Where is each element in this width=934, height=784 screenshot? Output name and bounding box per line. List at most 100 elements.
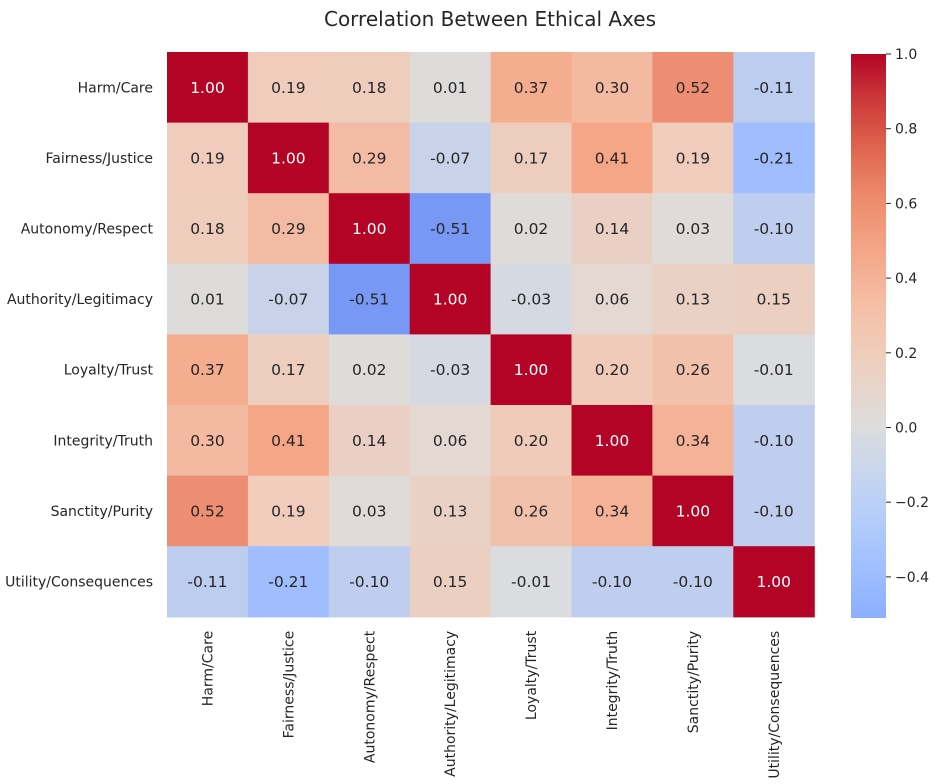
heatmap-cell xyxy=(490,546,573,618)
cell-value-label: 1.00 xyxy=(756,573,791,591)
colorbar: 1.0 0.8 0.6 0.4 0.2 0.0 −0.2 −0.4 xyxy=(851,47,929,618)
cell-value-label: 0.01 xyxy=(433,79,468,97)
row-tick-label: Loyalty/Trust xyxy=(64,363,154,379)
column-tick-label: Loyalty/Trust xyxy=(524,630,540,720)
heatmap-cell xyxy=(652,193,734,265)
cell-value-label: 0.19 xyxy=(271,502,306,520)
cell-value-label: 0.18 xyxy=(190,220,225,238)
row-tick-label: Fairness/Justice xyxy=(45,151,153,167)
heatmap-cell xyxy=(247,334,330,406)
cell-value-label: 0.01 xyxy=(190,291,225,309)
heatmap-cell xyxy=(328,405,411,477)
heatmap-cell xyxy=(571,405,653,477)
row-tick-label: Harm/Care xyxy=(78,80,153,96)
cell-value-label: 0.41 xyxy=(271,432,306,450)
heatmap-cell xyxy=(733,263,815,335)
heatmap-cells xyxy=(167,52,815,618)
heatmap-cell xyxy=(733,334,815,406)
cell-value-label: 0.17 xyxy=(271,361,306,379)
cell-value-label: -0.11 xyxy=(754,79,794,97)
cell-value-label: -0.51 xyxy=(349,291,389,309)
heatmap-cell xyxy=(652,263,734,335)
colorbar-tick-label: 0.2 xyxy=(895,346,917,362)
colorbar-tick-label: −0.4 xyxy=(895,570,929,586)
cell-value-label: 0.20 xyxy=(514,432,549,450)
heatmap-cell xyxy=(652,546,734,618)
column-labels: Harm/Care Fairness/Justice Autonomy/Respec… xyxy=(200,630,782,778)
cell-value-label: -0.21 xyxy=(754,149,794,167)
cell-value-label: 0.26 xyxy=(514,502,549,520)
cell-value-label: 0.34 xyxy=(595,502,630,520)
heatmap-cell xyxy=(328,546,411,618)
heatmap-cell xyxy=(571,334,653,406)
heatmap-cell xyxy=(167,52,249,124)
colorbar-tick-label: 0.4 xyxy=(895,271,917,287)
colorbar-ticks: 1.0 0.8 0.6 0.4 0.2 0.0 −0.2 −0.4 xyxy=(886,47,929,586)
cell-value-label: -0.03 xyxy=(511,291,551,309)
cell-value-label: 0.19 xyxy=(271,79,306,97)
cell-value-label: 1.00 xyxy=(676,502,711,520)
heatmap-cell xyxy=(733,193,815,265)
cell-value-label: -0.10 xyxy=(673,573,713,591)
column-tick-label: Integrity/Truth xyxy=(605,631,621,731)
heatmap-cell xyxy=(409,122,492,194)
heatmap-cell xyxy=(247,122,330,194)
cell-value-label: 0.19 xyxy=(676,149,711,167)
row-tick-label: Sanctity/Purity xyxy=(51,504,153,520)
heatmap-cell xyxy=(652,334,734,406)
heatmap-cell xyxy=(247,193,330,265)
heatmap-cell xyxy=(328,52,411,124)
cell-value-label: -0.07 xyxy=(268,291,308,309)
heatmap-cell xyxy=(733,546,815,618)
heatmap-cell xyxy=(571,52,653,124)
cell-value-label: -0.21 xyxy=(268,573,308,591)
cell-value-label: -0.10 xyxy=(592,573,632,591)
heatmap-cell xyxy=(652,405,734,477)
cell-value-label: -0.01 xyxy=(754,361,794,379)
cell-value-label: 0.06 xyxy=(595,291,630,309)
chart-title: Correlation Between Ethical Axes xyxy=(324,7,656,31)
heatmap-cell xyxy=(167,193,249,265)
heatmap-cell xyxy=(247,405,330,477)
colorbar-tick-label: 0.8 xyxy=(895,122,917,138)
heatmap-cell xyxy=(571,263,653,335)
cell-value-label: -0.10 xyxy=(754,502,794,520)
heatmap-cell xyxy=(409,475,492,547)
column-tick-label: Fairness/Justice xyxy=(281,631,297,739)
heatmap-cell xyxy=(409,52,492,124)
colorbar-tick-label: 0.0 xyxy=(895,421,917,437)
cell-value-label: 1.00 xyxy=(433,291,468,309)
heatmap-cell xyxy=(167,475,249,547)
cell-value-label: 1.00 xyxy=(352,220,387,238)
heatmap-cell xyxy=(247,263,330,335)
cell-value-label: 0.37 xyxy=(190,361,225,379)
row-labels: Harm/Care Fairness/Justice Autonomy/Respec… xyxy=(5,80,153,590)
cell-value-label: 0.03 xyxy=(352,502,387,520)
cell-value-label: 0.02 xyxy=(514,220,549,238)
heatmap-cell xyxy=(652,122,734,194)
heatmap-cell xyxy=(328,263,411,335)
heatmap-cell xyxy=(571,546,653,618)
heatmap-cell xyxy=(571,122,653,194)
colorbar-tick-label: 0.6 xyxy=(895,196,917,212)
heatmap-cell xyxy=(733,475,815,547)
heatmap-cell xyxy=(571,193,653,265)
cell-value-label: -0.07 xyxy=(430,149,470,167)
cell-value-label: 1.00 xyxy=(190,79,225,97)
heatmap-cell xyxy=(409,263,492,335)
cell-value-label: 0.15 xyxy=(433,573,468,591)
heatmap-cell xyxy=(167,122,249,194)
column-tick-label: Harm/Care xyxy=(200,631,216,706)
heatmap-cell xyxy=(733,405,815,477)
cell-value-label: 1.00 xyxy=(271,149,306,167)
cell-value-label: 0.13 xyxy=(676,291,711,309)
column-tick-label: Authority/Legitimacy xyxy=(443,631,459,777)
column-tick-label: Autonomy/Respect xyxy=(362,630,378,763)
row-tick-label: Integrity/Truth xyxy=(53,433,153,449)
heatmap-cell xyxy=(490,263,573,335)
heatmap-cell xyxy=(733,52,815,124)
heatmap-cell xyxy=(167,546,249,618)
cell-value-label: 0.14 xyxy=(352,432,387,450)
cell-value-label: 0.41 xyxy=(595,149,630,167)
